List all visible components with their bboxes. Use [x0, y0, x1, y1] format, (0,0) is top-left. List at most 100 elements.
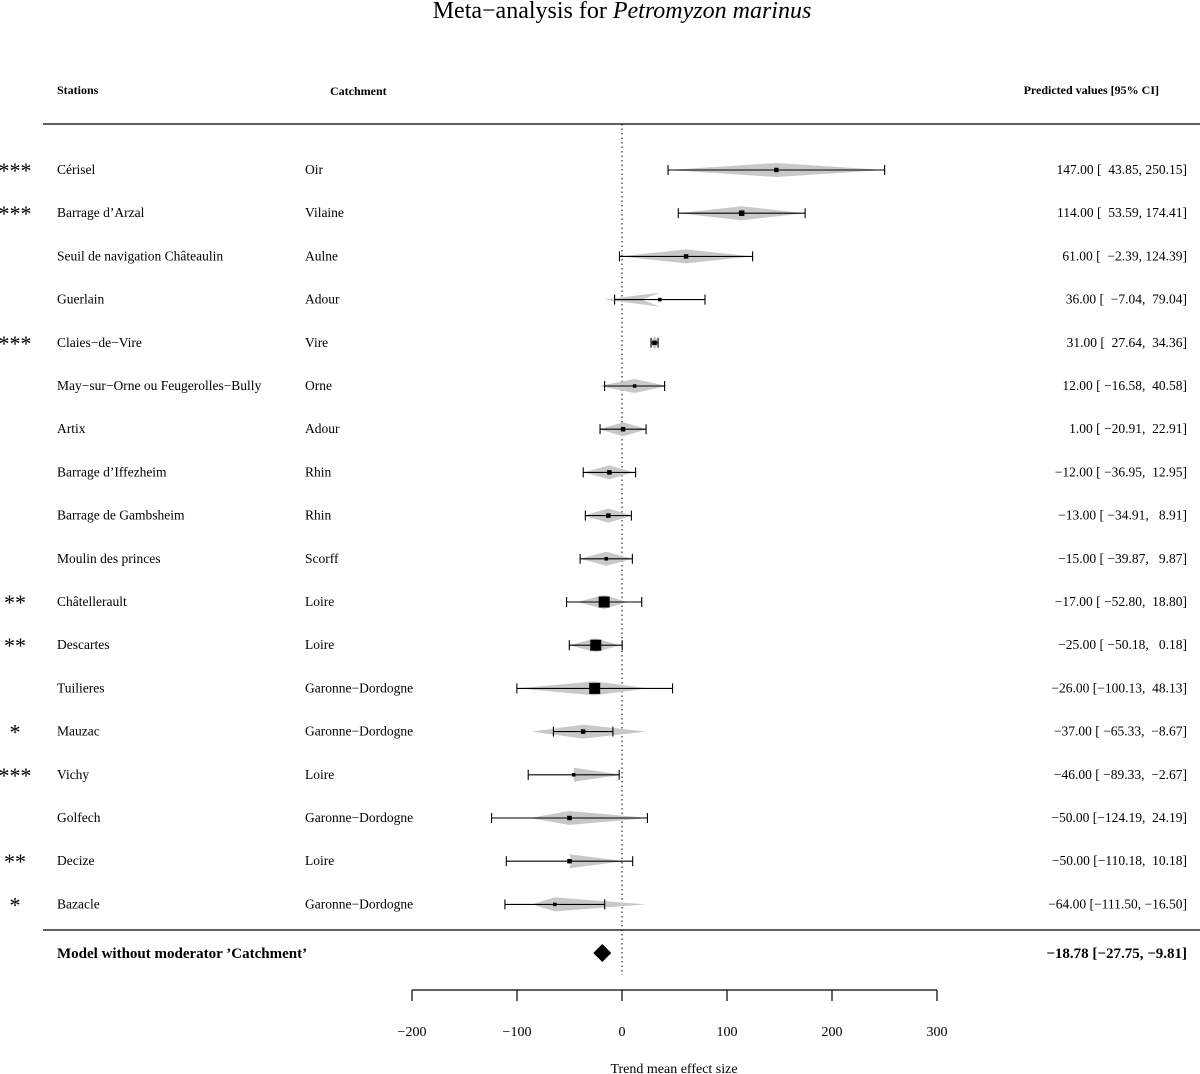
- predicted-value-label: −25.00 [ −50.18, 0.18]: [1058, 637, 1187, 652]
- predicted-value-label: 12.00 [ −16.58, 40.58]: [1062, 378, 1187, 393]
- station-name: Cérisel: [57, 162, 95, 177]
- point-estimate-marker: [571, 773, 576, 777]
- predicted-value-label: −17.00 [ −52.80, 18.80]: [1055, 594, 1187, 609]
- station-name: Châtellerault: [57, 594, 127, 609]
- forest-row: Barrage d’Iffezheim Rhin −12.00 [ −36.95, …: [57, 464, 1187, 480]
- point-estimate-marker: [620, 426, 626, 432]
- catchment-name: Garonne−Dordogne: [305, 810, 413, 825]
- station-name: Decize: [57, 853, 94, 868]
- station-name: Guerlain: [57, 292, 104, 307]
- predicted-value-label: 114.00 [ 53.59, 174.41]: [1057, 205, 1187, 220]
- point-estimate-marker: [606, 513, 611, 518]
- x-tick-label: −200: [398, 1025, 427, 1040]
- rows-layer: *** Cérisel Oir 147.00 [ 43.85, 250.15]*** B…: [0, 124, 1187, 975]
- catchment-name: Vire: [305, 335, 328, 350]
- forest-row: May−sur−Orne ou Feugerolles−Bully Orne 12.…: [57, 378, 1187, 393]
- forest-row: *** Claies−de−Vire Vire 31.00 [ 27.64, 34.3…: [0, 331, 1187, 356]
- x-axis-label: Trend mean effect size: [610, 1062, 737, 1074]
- predicted-value-label: −64.00 [−111.50, −16.50]: [1048, 896, 1187, 911]
- point-estimate-marker: [683, 254, 689, 259]
- point-estimate-marker: [567, 815, 572, 821]
- catchment-name: Loire: [305, 767, 334, 782]
- station-name: Mauzac: [57, 724, 100, 739]
- point-estimate-marker: [652, 340, 657, 346]
- catchment-name: Vilaine: [305, 205, 344, 220]
- station-name: Barrage d’Arzal: [57, 205, 145, 220]
- forest-row: Barrage de Gambsheim Rhin −13.00 [ −34.91,…: [57, 508, 1187, 523]
- predicted-value-label: −50.00 [−124.19, 24.19]: [1051, 810, 1187, 825]
- station-name: Barrage d’Iffezheim: [57, 464, 167, 479]
- summary-layer: Model without moderator ’Catchment’ −18.7…: [57, 944, 1187, 962]
- predicted-value-label: 31.00 [ 27.64, 34.36]: [1067, 335, 1187, 350]
- significance-stars: *: [10, 720, 21, 745]
- catchment-name: Oir: [305, 162, 324, 177]
- catchment-name: Scorff: [305, 551, 339, 566]
- catchment-name: Loire: [305, 637, 334, 652]
- predicted-value-label: 1.00 [ −20.91, 22.91]: [1069, 421, 1187, 436]
- catchment-name: Garonne−Dordogne: [305, 680, 413, 695]
- catchment-name: Loire: [305, 853, 334, 868]
- predicted-value-label: 61.00 [ −2.39, 124.39]: [1062, 248, 1187, 263]
- point-estimate-marker: [738, 210, 745, 216]
- station-name: Tuilieres: [57, 680, 105, 695]
- forest-row: Tuilieres Garonne−Dordogne −26.00 [−100.13…: [57, 680, 1187, 696]
- predicted-value-label: −26.00 [−100.13, 48.13]: [1051, 680, 1187, 695]
- point-estimate-marker: [589, 682, 601, 694]
- station-name: Artix: [57, 421, 86, 436]
- catchment-name: Orne: [305, 378, 332, 393]
- point-estimate-marker: [632, 384, 637, 388]
- significance-stars: ***: [0, 331, 32, 356]
- predicted-value-label: −46.00 [ −89.33, −2.67]: [1054, 767, 1187, 782]
- station-name: May−sur−Orne ou Feugerolles−Bully: [57, 378, 262, 393]
- x-tick-label: 100: [717, 1025, 738, 1040]
- point-estimate-marker: [553, 902, 557, 907]
- predicted-value-label: −15.00 [ −39.87, 9.87]: [1058, 551, 1187, 566]
- significance-stars: ***: [0, 763, 32, 788]
- catchment-name: Adour: [305, 421, 340, 436]
- point-estimate-marker: [598, 596, 610, 608]
- x-tick-label: 300: [927, 1025, 948, 1040]
- forest-row: * Mauzac Garonne−Dordogne −37.00 [ −65.33, …: [10, 720, 1188, 745]
- forest-row: * Bazacle Garonne−Dordogne −64.00 [−111.50,…: [10, 892, 1188, 917]
- forest-row: Moulin des princes Scorff −15.00 [ −39.87,…: [57, 551, 1187, 566]
- significance-stars: ***: [0, 158, 32, 183]
- point-estimate-marker: [658, 297, 662, 302]
- catchment-name: Garonne−Dordogne: [305, 724, 413, 739]
- summary-diamond: [593, 944, 612, 962]
- chart-title-species: Petromyzon marinus: [612, 0, 811, 24]
- header-predicted-values: Predicted values [95% CI]: [1024, 83, 1159, 97]
- significance-stars: *: [10, 892, 21, 917]
- catchment-name: Rhin: [305, 464, 332, 479]
- forest-row: Guerlain Adour 36.00 [ −7.04, 79.04]: [57, 292, 1187, 307]
- summary-value-label: −18.78 [−27.75, −9.81]: [1046, 946, 1187, 962]
- predicted-value-label: −12.00 [ −36.95, 12.95]: [1055, 464, 1187, 479]
- station-name: Vichy: [57, 767, 89, 782]
- forest-row: ** Descartes Loire −25.00 [ −50.18, 0.18]: [4, 633, 1187, 658]
- station-name: Claies−de−Vire: [57, 335, 142, 350]
- chart-title-prefix: Meta−analysis for: [433, 0, 613, 24]
- header-catchment: Catchment: [330, 84, 387, 98]
- forest-row: Golfech Garonne−Dordogne −50.00 [−124.19, …: [57, 810, 1187, 825]
- forest-row: *** Barrage d’Arzal Vilaine 114.00 [ 53.59,…: [0, 201, 1187, 226]
- point-estimate-marker: [580, 729, 586, 734]
- forest-row: *** Vichy Loire −46.00 [ −89.33, −2.67]: [0, 763, 1187, 788]
- significance-stars: ***: [0, 201, 32, 226]
- summary-label: Model without moderator ’Catchment’: [57, 946, 307, 962]
- predicted-value-label: 147.00 [ 43.85, 250.15]: [1057, 162, 1188, 177]
- predicted-value-label: −13.00 [ −34.91, 8.91]: [1058, 508, 1187, 523]
- predicted-value-label: 36.00 [ −7.04, 79.04]: [1066, 292, 1187, 307]
- forest-row: ** Châtellerault Loire −17.00 [ −52.80, 18.…: [4, 590, 1187, 615]
- x-tick-label: 0: [619, 1025, 626, 1040]
- x-tick-label: 200: [822, 1025, 843, 1040]
- catchment-name: Loire: [305, 594, 334, 609]
- point-estimate-marker: [774, 167, 779, 173]
- catchment-name: Aulne: [305, 248, 338, 263]
- station-name: Seuil de navigation Châteaulin: [57, 248, 223, 263]
- significance-stars: **: [4, 590, 26, 615]
- significance-stars: **: [4, 849, 26, 874]
- station-name: Golfech: [57, 810, 101, 825]
- forest-row: Artix Adour 1.00 [ −20.91, 22.91]: [57, 421, 1187, 437]
- forest-row: *** Cérisel Oir 147.00 [ 43.85, 250.15]: [0, 158, 1187, 183]
- catchment-name: Adour: [305, 292, 340, 307]
